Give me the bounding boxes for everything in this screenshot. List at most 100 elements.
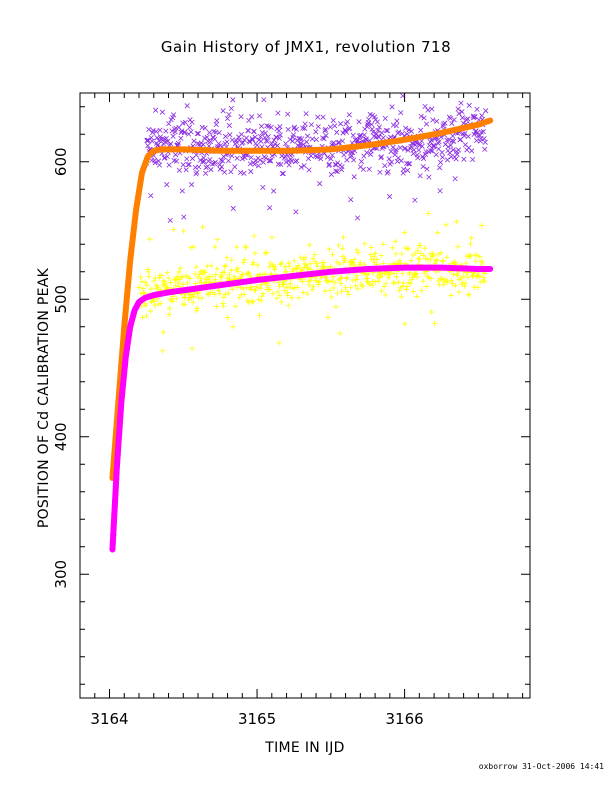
scatter-point <box>476 273 482 280</box>
scatter-point <box>239 272 246 278</box>
scatter-point <box>222 133 229 140</box>
scatter-point <box>477 279 483 285</box>
scatter-point <box>471 131 477 137</box>
scatter-point <box>389 245 396 251</box>
scatter-point <box>458 100 464 106</box>
scatter-point <box>179 128 185 134</box>
scatter-point <box>180 281 186 288</box>
scatter-point <box>277 132 283 138</box>
scatter-point <box>188 182 195 188</box>
fit-marker <box>116 430 123 437</box>
scatter-point <box>347 284 354 291</box>
scatter-point <box>423 283 429 290</box>
scatter-point <box>289 295 295 301</box>
scatter-point <box>394 118 400 124</box>
scatter-point <box>245 128 251 134</box>
scatter-point <box>245 270 251 276</box>
scatter-point <box>383 280 389 287</box>
scatter-point <box>465 274 471 280</box>
scatter-point <box>385 275 392 281</box>
scatter-point <box>165 284 171 291</box>
scatter-point <box>450 271 457 278</box>
fit-marker <box>125 276 132 283</box>
scatter-point <box>474 106 480 112</box>
scatter-point <box>364 150 370 156</box>
scatter-point <box>194 169 200 176</box>
scatter-point <box>136 284 142 291</box>
scatter-point <box>159 109 165 115</box>
scatter-point <box>412 197 418 203</box>
scatter-point <box>141 290 147 296</box>
scatter-point <box>189 345 195 352</box>
fit-marker <box>134 194 141 201</box>
scatter-point <box>221 169 228 175</box>
scatter-point <box>209 273 215 280</box>
scatter-point <box>148 193 154 199</box>
scatter-point <box>433 257 440 263</box>
scatter-point <box>332 123 338 129</box>
scatter-point <box>194 305 200 312</box>
scatter-point <box>243 244 249 250</box>
scatter-point <box>378 288 385 294</box>
scatter-point <box>347 125 353 131</box>
scatter-point <box>293 209 299 215</box>
x-axis-label: TIME IN IJD <box>265 740 345 756</box>
scatter-point <box>382 115 388 122</box>
scatter-point <box>369 278 376 285</box>
scatter-point <box>241 256 248 263</box>
scatter-point <box>306 167 312 173</box>
fit-marker <box>109 546 116 553</box>
scatter-point <box>444 157 450 163</box>
scatter-point <box>184 280 191 286</box>
scatter-point <box>455 147 462 153</box>
scatter-point <box>330 117 336 123</box>
scatter-point <box>139 279 145 285</box>
scatter-point <box>330 274 337 280</box>
scatter-point <box>245 299 252 306</box>
scatter-point <box>173 282 179 289</box>
scatter-point <box>275 279 282 286</box>
scatter-point <box>355 250 361 256</box>
fit-marker <box>114 457 121 464</box>
scatter-point <box>275 110 281 116</box>
scatter-point <box>325 314 331 321</box>
scatter-point <box>437 188 443 194</box>
scatter-point <box>205 291 211 297</box>
scatter-point <box>153 107 159 113</box>
scatter-point <box>235 268 241 275</box>
scatter-point <box>309 287 315 293</box>
scatter-point <box>449 138 455 144</box>
scatter-point <box>156 162 163 168</box>
scatter-point <box>283 141 289 147</box>
plot-frame <box>79 92 531 699</box>
fit-line <box>109 264 494 553</box>
scatter-point <box>365 122 371 128</box>
scatter-point <box>267 205 273 211</box>
scatter-point <box>324 154 331 160</box>
scatter-point <box>249 299 255 305</box>
scatter-point <box>239 156 246 162</box>
scatter-point <box>379 130 385 136</box>
scatter-point <box>410 288 417 295</box>
scatter-point <box>443 254 450 260</box>
y-tick-label: 400 <box>52 422 70 451</box>
scatter-point <box>306 282 312 288</box>
scatter-point <box>369 282 375 289</box>
scatter-point <box>299 136 305 142</box>
scatter-point <box>332 280 338 286</box>
scatter-point <box>285 302 292 309</box>
scatter-point <box>475 284 481 291</box>
scatter-point <box>286 263 293 269</box>
scatter-point <box>263 155 269 161</box>
fit-line <box>109 117 494 481</box>
scatter-point <box>156 138 162 144</box>
scatter-point <box>322 128 328 134</box>
scatter-point <box>168 141 174 147</box>
scatter-point <box>346 112 352 118</box>
scatter-point <box>439 154 446 160</box>
scatter-point <box>195 131 201 137</box>
scatter-point <box>307 261 314 267</box>
fit-marker <box>115 440 122 447</box>
scatter-point <box>280 170 286 177</box>
